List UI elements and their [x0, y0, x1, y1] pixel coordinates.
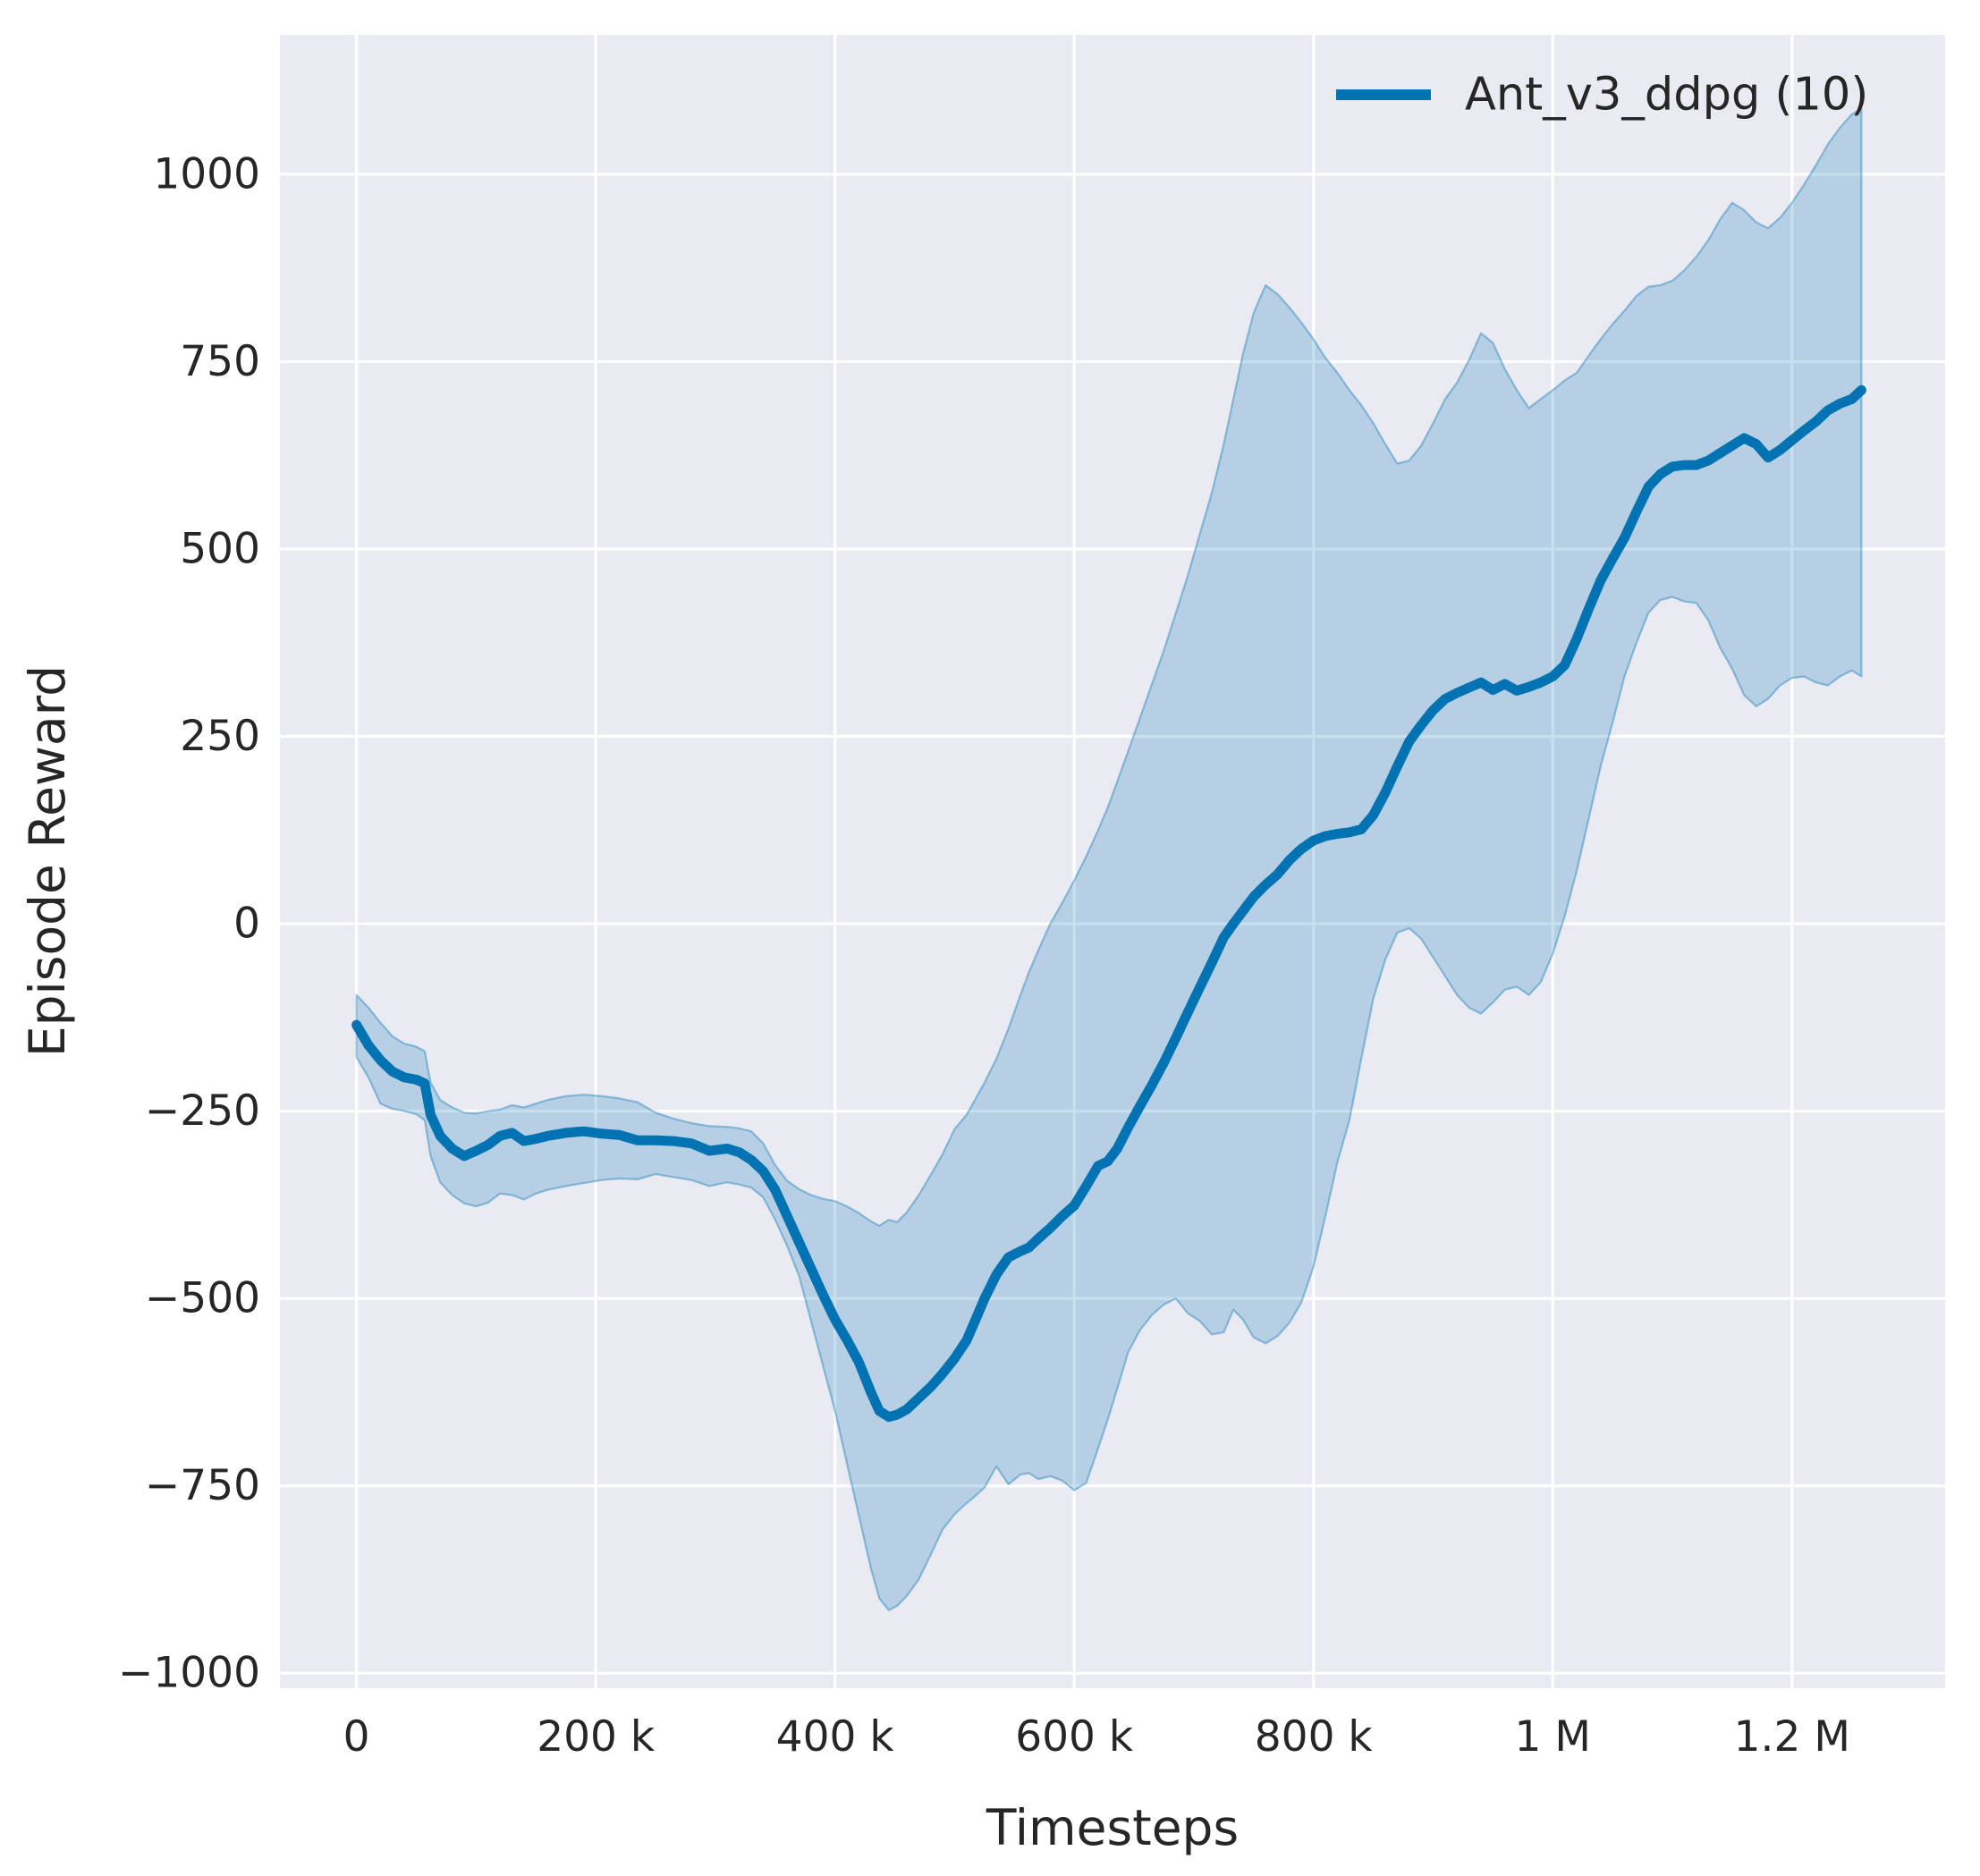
y-tick-label: −750: [145, 1461, 260, 1510]
y-tick-label: −1000: [118, 1649, 260, 1698]
grid-layer: [280, 35, 1945, 1688]
y-tick-label: 250: [180, 712, 260, 761]
y-tick-label: 1000: [153, 149, 260, 199]
x-tick-label: 0: [343, 1712, 370, 1762]
mean-line: [351, 384, 1866, 1423]
y-tick-labels: 1000 750 500 250 0 −250 −500 −750 −1000: [118, 149, 260, 1697]
y-tick-label: −500: [145, 1274, 260, 1323]
x-tick-label: 1.2 M: [1734, 1712, 1850, 1762]
plot-background: [280, 35, 1945, 1688]
y-tick-label: 0: [233, 900, 260, 949]
legend-label: Ant_v3_ddpg (10): [1465, 69, 1868, 122]
x-axis-label: Timesteps: [986, 1799, 1239, 1856]
x-tick-label: 400 k: [776, 1712, 895, 1762]
y-tick-label: −250: [145, 1086, 260, 1136]
x-tick-labels: 0 200 k 400 k 600 k 800 k 1 M 1.2 M: [343, 1712, 1850, 1762]
data-layer: [351, 107, 1866, 1611]
y-tick-label: 750: [180, 337, 260, 386]
x-tick-label: 800 k: [1255, 1712, 1374, 1762]
x-tick-label: 1 M: [1515, 1712, 1591, 1762]
x-tick-label: 200 k: [537, 1712, 656, 1762]
confidence-band: [355, 107, 1863, 1611]
y-tick-label: 500: [180, 524, 260, 573]
legend: Ant_v3_ddpg (10): [1336, 69, 1868, 122]
x-tick-label: 600 k: [1015, 1712, 1134, 1762]
y-axis-label: Episode Reward: [19, 665, 76, 1057]
